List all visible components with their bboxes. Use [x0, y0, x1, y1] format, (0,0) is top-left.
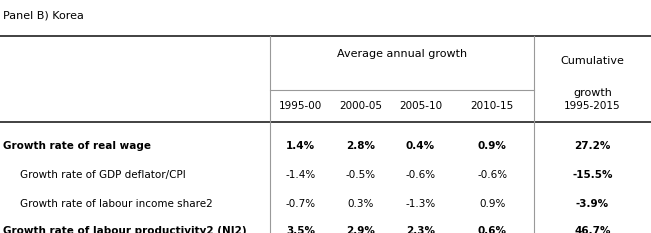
Text: 2.3%: 2.3% [406, 226, 435, 233]
Text: -1.4%: -1.4% [285, 170, 316, 180]
Text: 2005-10: 2005-10 [399, 101, 442, 111]
Text: 3.5%: 3.5% [286, 226, 315, 233]
Text: Panel B) Korea: Panel B) Korea [3, 10, 84, 21]
Text: 1.4%: 1.4% [286, 141, 315, 151]
Text: 0.4%: 0.4% [406, 141, 435, 151]
Text: -0.6%: -0.6% [477, 170, 507, 180]
Text: -15.5%: -15.5% [572, 170, 613, 180]
Text: -3.9%: -3.9% [576, 199, 609, 209]
Text: -0.7%: -0.7% [285, 199, 316, 209]
Text: -0.5%: -0.5% [346, 170, 376, 180]
Text: Growth rate of GDP deflator/CPI: Growth rate of GDP deflator/CPI [20, 170, 186, 180]
Text: 0.6%: 0.6% [478, 226, 506, 233]
Text: 2.8%: 2.8% [346, 141, 375, 151]
Text: 1995-00: 1995-00 [279, 101, 322, 111]
Text: 1995-2015: 1995-2015 [564, 101, 620, 111]
Text: growth: growth [573, 88, 612, 98]
Text: Cumulative: Cumulative [561, 56, 624, 65]
Text: Growth rate of labour productivity2 (NI2): Growth rate of labour productivity2 (NI2… [3, 226, 247, 233]
Text: 2.9%: 2.9% [346, 226, 375, 233]
Text: -0.6%: -0.6% [406, 170, 436, 180]
Text: Average annual growth: Average annual growth [337, 49, 467, 58]
Text: 46.7%: 46.7% [574, 226, 611, 233]
Text: 27.2%: 27.2% [574, 141, 611, 151]
Text: 2000-05: 2000-05 [339, 101, 382, 111]
Text: 0.9%: 0.9% [478, 141, 506, 151]
Text: 2010-15: 2010-15 [471, 101, 514, 111]
Text: 0.9%: 0.9% [479, 199, 505, 209]
Text: -1.3%: -1.3% [406, 199, 436, 209]
Text: Growth rate of real wage: Growth rate of real wage [3, 141, 151, 151]
Text: 0.3%: 0.3% [348, 199, 374, 209]
Text: Growth rate of labour income share2: Growth rate of labour income share2 [20, 199, 212, 209]
